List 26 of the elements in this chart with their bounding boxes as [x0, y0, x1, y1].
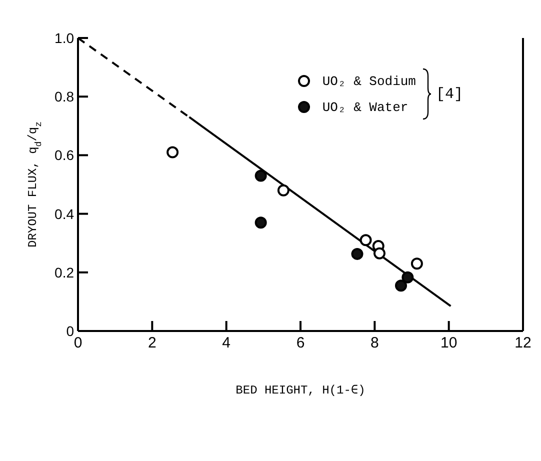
x-tick-label: 4: [222, 334, 231, 352]
y-tick-label: 0.8: [54, 88, 74, 105]
point: [373, 247, 386, 260]
y-tick-label: 0.6: [54, 147, 74, 164]
y-tick-label: 0.2: [54, 264, 74, 280]
x-axis-title: BED HEIGHT, H(1-∈): [236, 384, 366, 398]
point: [394, 280, 407, 292]
point: [166, 146, 179, 158]
legend-label: UO₂ & Water: [322, 100, 408, 114]
point: [254, 170, 267, 182]
point: [351, 248, 364, 260]
y-tick-label: 0.4: [54, 206, 74, 222]
y-tick-label: 0: [66, 322, 74, 339]
x-tick-label: 6: [296, 334, 305, 352]
x-tick-label: 12: [514, 334, 532, 352]
point: [402, 271, 414, 284]
point: [277, 184, 290, 196]
x-tick-label: 8: [370, 334, 379, 352]
x-tick-label: 2: [148, 334, 156, 352]
annotation: [4]: [436, 86, 463, 102]
point: [254, 216, 267, 229]
y-tick-label: 1.0: [54, 30, 74, 46]
point: [360, 234, 372, 246]
legend-label: UO₂ & Sodium: [322, 74, 416, 88]
point: [410, 258, 423, 270]
x-tick-label: 10: [440, 334, 458, 352]
